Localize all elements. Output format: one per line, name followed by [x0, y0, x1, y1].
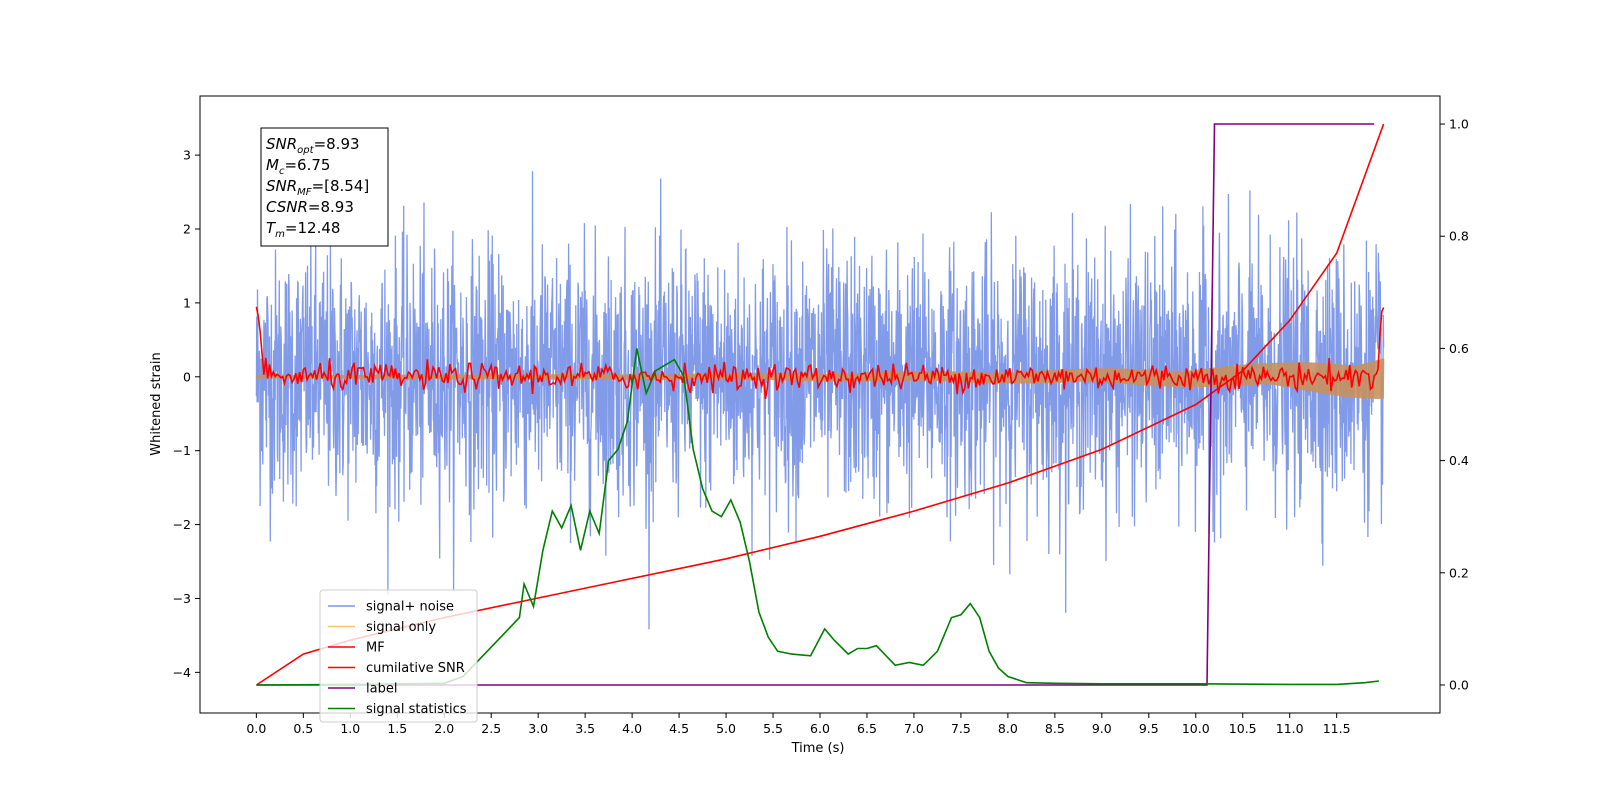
x-axis-label: Time (s)	[791, 741, 845, 756]
annotation-snr-opt: SNRopt=8.93	[266, 135, 360, 156]
legend-items: signal+ noise signal only MF cumilative SNR…	[328, 600, 467, 717]
y-tick-label: 1	[183, 295, 191, 310]
x-tick-label: 8.5	[1045, 721, 1065, 736]
y2-tick-label: 0.8	[1449, 229, 1469, 244]
series-signal-statistics	[256, 348, 1379, 686]
x-tick-label: 6.5	[857, 721, 877, 736]
x-tick-label: 8.0	[998, 721, 1018, 736]
y2-tick-label: 1.0	[1449, 117, 1469, 132]
y2-tick-label: 0.0	[1449, 677, 1469, 692]
x-tick-label: 2.0	[434, 721, 454, 736]
x-tick-label: 3.5	[575, 721, 595, 736]
x-tick-label: 2.5	[481, 721, 501, 736]
legend-label: signal only	[366, 620, 436, 635]
annotation-tm: Tm=12.48	[266, 219, 340, 240]
y2-axis-ticks: 1.0 0.8 0.6 0.4 0.2 0.0	[1440, 117, 1469, 692]
x-tick-label: 6.0	[810, 721, 830, 736]
stats-annotation-box: SNRopt=8.93 Mc=6.75 SNRMF=[8.54] CSNR=8.…	[260, 127, 389, 247]
x-tick-label: 9.0	[1092, 721, 1112, 736]
y-axis-ticks: 3 2 1 0 −1 −2 −3 −4	[173, 148, 200, 680]
legend-label: signal statistics	[366, 702, 467, 717]
legend-label: label	[366, 682, 397, 697]
legend-label: cumilative SNR	[366, 661, 465, 676]
y-tick-label: 3	[183, 148, 191, 163]
x-tick-label: 3.0	[528, 721, 548, 736]
x-tick-label: 1.5	[387, 721, 407, 736]
annotation-csnr: CSNR=8.93	[266, 198, 354, 216]
legend: signal+ noise signal only MF cumilative SNR…	[319, 589, 478, 723]
x-tick-label: 9.5	[1139, 721, 1159, 736]
legend-label: signal+ noise	[366, 600, 454, 615]
x-tick-label: 11.0	[1276, 721, 1304, 736]
x-tick-label: 4.0	[622, 721, 642, 736]
x-tick-label: 0.5	[293, 721, 313, 736]
x-tick-label: 0.0	[246, 721, 266, 736]
y2-tick-label: 0.4	[1449, 453, 1469, 468]
y-tick-label: −1	[173, 443, 191, 458]
annotation-frame	[260, 127, 389, 247]
x-tick-label: 10.5	[1229, 721, 1257, 736]
x-tick-label: 5.5	[763, 721, 783, 736]
annotation-mc: Mc=6.75	[266, 156, 330, 177]
x-tick-label: 5.0	[716, 721, 736, 736]
x-tick-label: 11.5	[1323, 721, 1351, 736]
legend-label: MF	[366, 641, 385, 656]
series-label	[256, 123, 1375, 686]
y-tick-label: 0	[183, 369, 191, 384]
annotation-snr-mf: SNRMF=[8.54]	[266, 177, 369, 198]
y-tick-label: −3	[173, 591, 191, 606]
series-mf	[255, 306, 1385, 400]
legend-frame	[319, 589, 478, 723]
x-axis-ticks: 0.0 0.5 1.0 1.5 2.0 2.5 3.0 3.5 4.0 4.5 5.0 5.5 6.0 6…	[246, 713, 1351, 736]
y-tick-label: 2	[183, 222, 191, 237]
y-tick-label: −4	[173, 665, 191, 680]
x-tick-label: 7.5	[951, 721, 971, 736]
y2-tick-label: 0.6	[1449, 341, 1469, 356]
x-tick-label: 7.0	[904, 721, 924, 736]
x-tick-label: 10.0	[1182, 721, 1210, 736]
y2-tick-label: 0.2	[1449, 565, 1469, 580]
y-tick-label: −2	[173, 517, 191, 532]
y-axis-label: Whitened strain	[149, 352, 164, 455]
x-tick-label: 1.0	[340, 721, 360, 736]
x-tick-label: 4.5	[669, 721, 689, 736]
